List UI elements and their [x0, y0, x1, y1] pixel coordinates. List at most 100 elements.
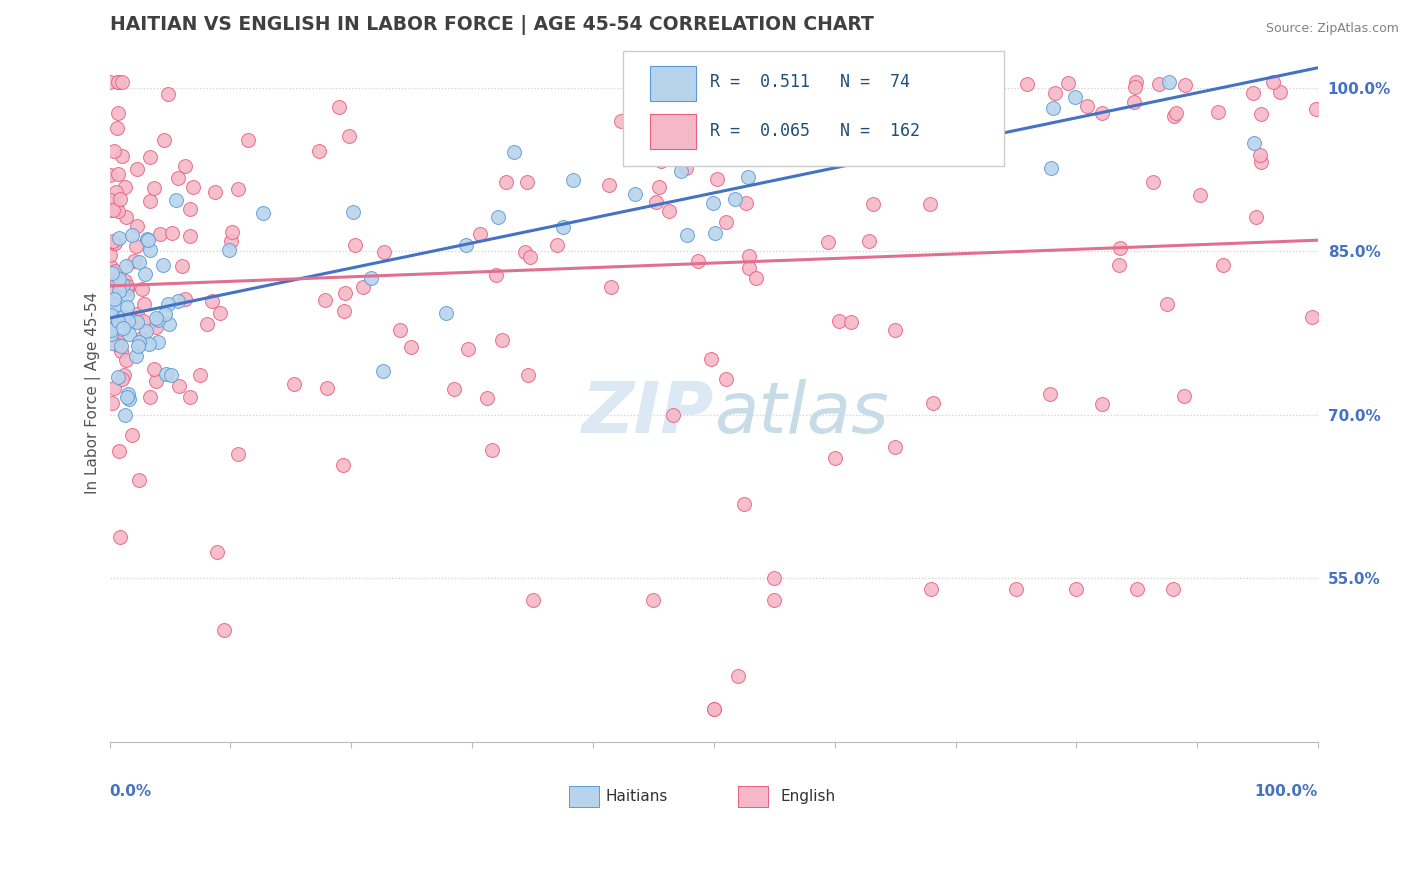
Point [1108, 258, 1130, 272]
Point [103, 381, 125, 395]
Point [342, 204, 364, 219]
Point [703, 702, 725, 716]
Point [108, 192, 131, 206]
Point [1126, 582, 1149, 596]
Point [352, 279, 374, 293]
Point [121, 228, 143, 243]
Point [125, 239, 148, 253]
Point [174, 159, 197, 173]
Point [114, 408, 136, 422]
Point [156, 297, 179, 311]
Point [128, 473, 150, 487]
Point [111, 75, 134, 89]
Point [128, 255, 150, 269]
Point [921, 101, 943, 115]
Text: 0.0%: 0.0% [110, 784, 152, 798]
Point [658, 203, 681, 218]
Point [714, 372, 737, 386]
Point [112, 278, 135, 293]
Point [283, 377, 305, 392]
Point [706, 172, 728, 186]
Point [181, 180, 204, 194]
Point [935, 108, 957, 122]
Text: Source: ZipAtlas.com: Source: ZipAtlas.com [1265, 22, 1399, 36]
Point [434, 305, 457, 319]
Point [127, 339, 149, 353]
Point [675, 117, 697, 131]
Point [142, 181, 165, 195]
Point [475, 391, 498, 405]
Point [457, 343, 479, 357]
Point [337, 128, 360, 143]
Point [112, 368, 135, 383]
Point [107, 75, 129, 89]
Point [920, 582, 942, 596]
Point [205, 545, 228, 559]
Point [703, 226, 725, 240]
Point [360, 271, 382, 285]
Point [100, 260, 122, 275]
Text: English: English [780, 789, 835, 804]
Point [676, 228, 699, 243]
Text: 100.0%: 100.0% [1254, 784, 1317, 798]
Point [100, 327, 122, 342]
Point [1147, 77, 1170, 91]
Point [145, 320, 167, 334]
Point [884, 441, 907, 455]
Point [167, 379, 190, 393]
Point [908, 90, 931, 104]
Point [883, 323, 905, 337]
Point [153, 132, 176, 146]
Point [155, 367, 177, 381]
Point [118, 392, 141, 407]
Point [675, 161, 697, 176]
Point [226, 182, 249, 196]
Point [100, 321, 122, 335]
Point [110, 343, 132, 358]
Point [132, 314, 155, 328]
Point [125, 349, 148, 363]
FancyBboxPatch shape [650, 66, 696, 102]
Point [101, 396, 124, 410]
Point [388, 323, 411, 337]
Point [100, 308, 122, 322]
Point [553, 219, 575, 234]
Point [1123, 95, 1146, 109]
Point [1091, 397, 1114, 411]
Point [131, 331, 153, 345]
Point [138, 150, 160, 164]
Point [1039, 386, 1062, 401]
Point [644, 194, 666, 209]
Point [98, 193, 121, 207]
Point [922, 396, 945, 410]
Point [907, 100, 929, 114]
Point [117, 386, 139, 401]
Point [153, 307, 176, 321]
Point [1042, 101, 1064, 115]
Point [1015, 77, 1038, 91]
Point [599, 279, 621, 293]
Point [1142, 175, 1164, 189]
Point [1057, 77, 1080, 91]
Point [503, 145, 526, 160]
Point [443, 382, 465, 396]
Point [139, 194, 162, 209]
Point [139, 244, 162, 258]
Point [1249, 148, 1271, 162]
Point [308, 144, 330, 158]
Point [125, 307, 148, 321]
Point [107, 204, 129, 219]
Point [167, 171, 190, 186]
Point [333, 303, 356, 318]
Point [1250, 107, 1272, 121]
Point [117, 288, 139, 302]
Point [1173, 389, 1195, 403]
Text: R =  0.511   N =  74: R = 0.511 N = 74 [710, 73, 910, 91]
Point [1064, 90, 1087, 104]
Point [643, 593, 665, 607]
Point [145, 374, 167, 388]
Point [98, 75, 121, 89]
Point [598, 178, 620, 192]
Point [1243, 136, 1265, 150]
Point [108, 530, 131, 544]
